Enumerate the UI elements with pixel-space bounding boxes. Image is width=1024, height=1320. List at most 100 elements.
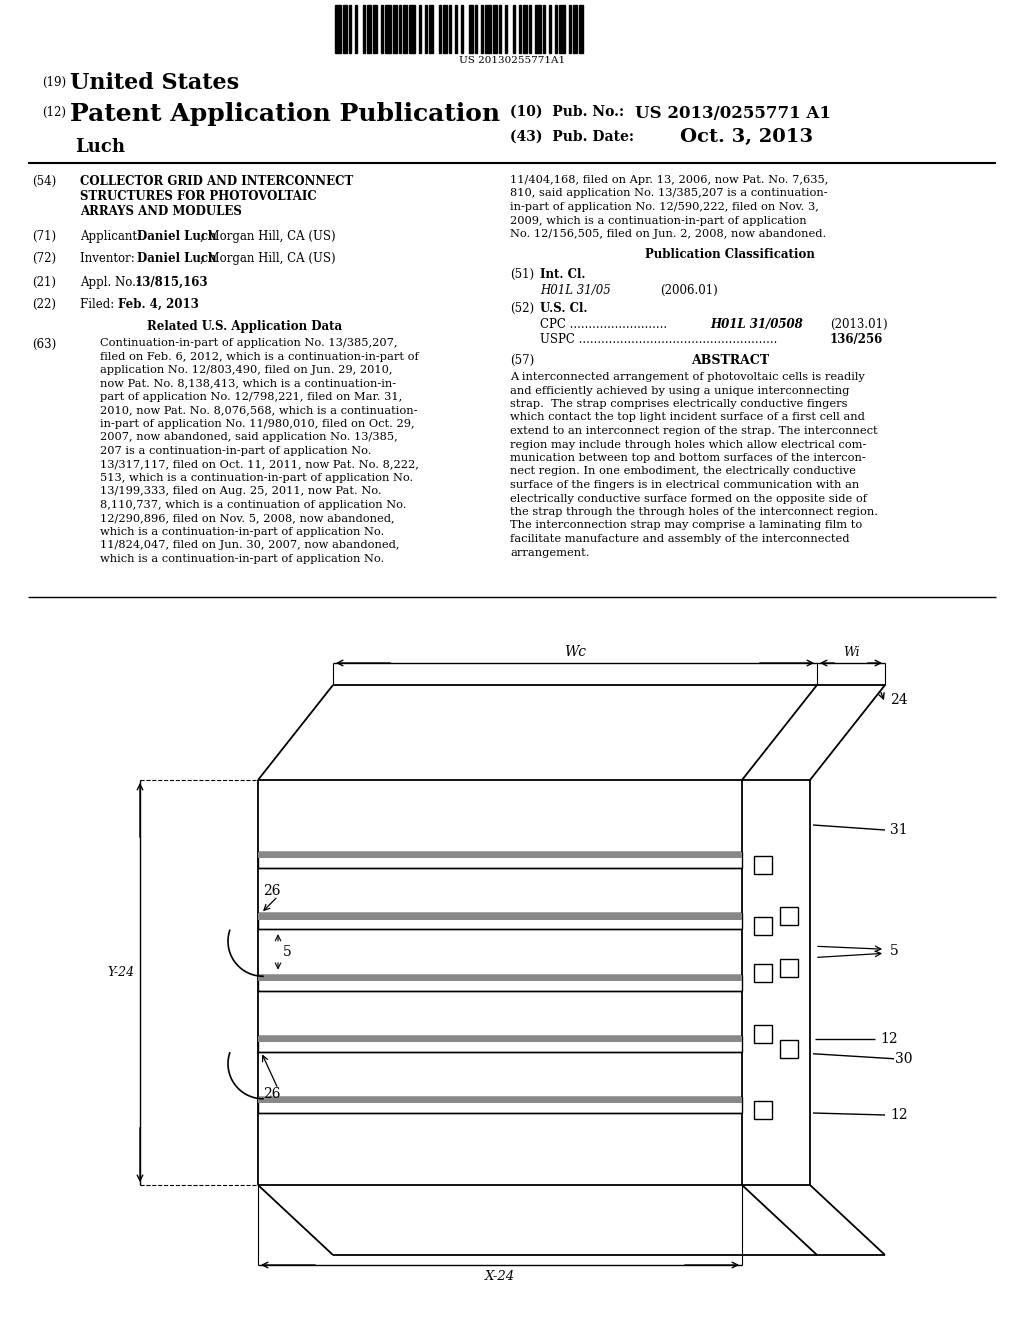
Text: 11/404,168, filed on Apr. 13, 2006, now Pat. No. 7,635,: 11/404,168, filed on Apr. 13, 2006, now … — [510, 176, 828, 185]
Bar — [559, 5, 565, 53]
Text: strap.  The strap comprises electrically conductive fingers: strap. The strap comprises electrically … — [510, 399, 848, 409]
Text: 2009, which is a continuation-in-part of application: 2009, which is a continuation-in-part of… — [510, 215, 807, 226]
Bar — [555, 5, 557, 53]
Bar — [429, 5, 433, 53]
Text: Patent Application Publication: Patent Application Publication — [70, 102, 500, 125]
Text: A interconnected arrangement of photovoltaic cells is readily: A interconnected arrangement of photovol… — [510, 372, 864, 381]
Text: 8,110,737, which is a continuation of application No.: 8,110,737, which is a continuation of ap… — [100, 500, 407, 510]
Bar — [409, 5, 415, 53]
Bar — [513, 5, 515, 53]
Bar — [362, 5, 365, 53]
Text: application No. 12/803,490, filed on Jun. 29, 2010,: application No. 12/803,490, filed on Jun… — [100, 366, 392, 375]
Text: 207 is a continuation-in-part of application No.: 207 is a continuation-in-part of applica… — [100, 446, 372, 455]
Text: now Pat. No. 8,138,413, which is a continuation-in-: now Pat. No. 8,138,413, which is a conti… — [100, 379, 396, 388]
Bar — [258, 1097, 742, 1113]
Text: 13/317,117, filed on Oct. 11, 2011, now Pat. No. 8,222,: 13/317,117, filed on Oct. 11, 2011, now … — [100, 459, 419, 470]
Text: (43)  Pub. Date:: (43) Pub. Date: — [510, 129, 634, 144]
Text: CPC ..........................: CPC .......................... — [540, 318, 667, 331]
Bar — [258, 974, 742, 981]
Text: 30: 30 — [895, 1052, 912, 1065]
Text: Continuation-in-part of application No. 13/385,207,: Continuation-in-part of application No. … — [100, 338, 397, 348]
Text: 26: 26 — [263, 1086, 281, 1101]
Text: Related U.S. Application Data: Related U.S. Application Data — [147, 319, 343, 333]
Text: Filed:: Filed: — [80, 298, 137, 312]
Text: US 2013/0255771 A1: US 2013/0255771 A1 — [635, 106, 830, 121]
Text: No. 12/156,505, filed on Jun. 2, 2008, now abandoned.: No. 12/156,505, filed on Jun. 2, 2008, n… — [510, 228, 826, 239]
Text: 2010, now Pat. No. 8,076,568, which is a continuation-: 2010, now Pat. No. 8,076,568, which is a… — [100, 405, 418, 416]
Text: STRUCTURES FOR PHOTOVOLTAIC: STRUCTURES FOR PHOTOVOLTAIC — [80, 190, 316, 203]
Bar — [519, 5, 521, 53]
Text: munication between top and bottom surfaces of the intercon-: munication between top and bottom surfac… — [510, 453, 865, 463]
Bar — [754, 1101, 772, 1119]
Text: 2007, now abandoned, said application No. 13/385,: 2007, now abandoned, said application No… — [100, 433, 397, 442]
Text: which is a continuation-in-part of application No.: which is a continuation-in-part of appli… — [100, 554, 384, 564]
Text: US 20130255771A1: US 20130255771A1 — [459, 55, 565, 65]
Text: Applicant:: Applicant: — [80, 230, 148, 243]
Bar — [425, 5, 427, 53]
Bar — [373, 5, 377, 53]
Bar — [258, 851, 742, 858]
Bar — [505, 5, 507, 53]
Bar — [385, 5, 391, 53]
Bar — [754, 917, 772, 936]
Text: H01L 31/05: H01L 31/05 — [540, 284, 610, 297]
Bar — [258, 913, 742, 920]
Text: (2006.01): (2006.01) — [660, 284, 718, 297]
Text: region may include through holes which allow electrical com-: region may include through holes which a… — [510, 440, 866, 450]
Bar — [443, 5, 447, 53]
Bar — [529, 5, 531, 53]
Bar — [523, 5, 527, 53]
Text: 513, which is a continuation-in-part of application No.: 513, which is a continuation-in-part of … — [100, 473, 414, 483]
Text: (19): (19) — [42, 77, 67, 88]
Bar — [349, 5, 351, 53]
Text: 12/290,896, filed on Nov. 5, 2008, now abandoned,: 12/290,896, filed on Nov. 5, 2008, now a… — [100, 513, 394, 524]
Text: (52): (52) — [510, 302, 535, 315]
Text: X-24: X-24 — [485, 1270, 515, 1283]
Text: 12: 12 — [880, 1032, 898, 1045]
Text: (12): (12) — [42, 106, 66, 119]
Text: USPC .....................................................: USPC ...................................… — [540, 333, 777, 346]
Bar — [258, 1036, 742, 1052]
Bar — [493, 5, 497, 53]
Text: Feb. 4, 2013: Feb. 4, 2013 — [118, 298, 199, 312]
Bar — [780, 1040, 798, 1057]
Bar — [569, 5, 571, 53]
Bar — [355, 5, 357, 53]
Text: 136/256: 136/256 — [830, 333, 884, 346]
Bar — [543, 5, 545, 53]
Text: 12: 12 — [890, 1107, 907, 1122]
Text: which contact the top light incident surface of a first cell and: which contact the top light incident sur… — [510, 412, 865, 422]
Text: U.S. Cl.: U.S. Cl. — [540, 302, 588, 315]
Bar — [535, 5, 541, 53]
Text: Daniel Luch: Daniel Luch — [137, 252, 216, 265]
Text: (57): (57) — [510, 354, 535, 367]
Text: which is a continuation-in-part of application No.: which is a continuation-in-part of appli… — [100, 527, 384, 537]
Text: in-part of application No. 12/590,222, filed on Nov. 3,: in-part of application No. 12/590,222, f… — [510, 202, 819, 213]
Text: (71): (71) — [32, 230, 56, 243]
Bar — [335, 5, 341, 53]
Text: (63): (63) — [32, 338, 56, 351]
Bar — [258, 913, 742, 929]
Bar — [439, 5, 441, 53]
Text: Wi: Wi — [843, 645, 859, 659]
Bar — [499, 5, 501, 53]
Text: and efficiently achieved by using a unique interconnecting: and efficiently achieved by using a uniq… — [510, 385, 849, 396]
Text: (2013.01): (2013.01) — [830, 318, 888, 331]
Text: 13/199,333, filed on Aug. 25, 2011, now Pat. No.: 13/199,333, filed on Aug. 25, 2011, now … — [100, 487, 382, 496]
Text: ARRAYS AND MODULES: ARRAYS AND MODULES — [80, 205, 242, 218]
Text: in-part of application No. 11/980,010, filed on Oct. 29,: in-part of application No. 11/980,010, f… — [100, 418, 415, 429]
Text: Int. Cl.: Int. Cl. — [540, 268, 586, 281]
Text: Publication Classification: Publication Classification — [645, 248, 815, 261]
Text: extend to an interconnect region of the strap. The interconnect: extend to an interconnect region of the … — [510, 426, 878, 436]
Bar — [754, 1024, 772, 1043]
Bar — [754, 964, 772, 982]
Text: nect region. In one embodiment, the electrically conductive: nect region. In one embodiment, the elec… — [510, 466, 856, 477]
Text: H01L 31/0508: H01L 31/0508 — [710, 318, 803, 331]
Text: 810, said application No. 13/385,207 is a continuation-: 810, said application No. 13/385,207 is … — [510, 189, 827, 198]
Text: Y-24: Y-24 — [108, 966, 135, 979]
Text: 11/824,047, filed on Jun. 30, 2007, now abandoned,: 11/824,047, filed on Jun. 30, 2007, now … — [100, 540, 399, 550]
Text: United States: United States — [70, 73, 240, 94]
Bar — [381, 5, 383, 53]
Bar — [754, 855, 772, 874]
Bar — [393, 5, 397, 53]
